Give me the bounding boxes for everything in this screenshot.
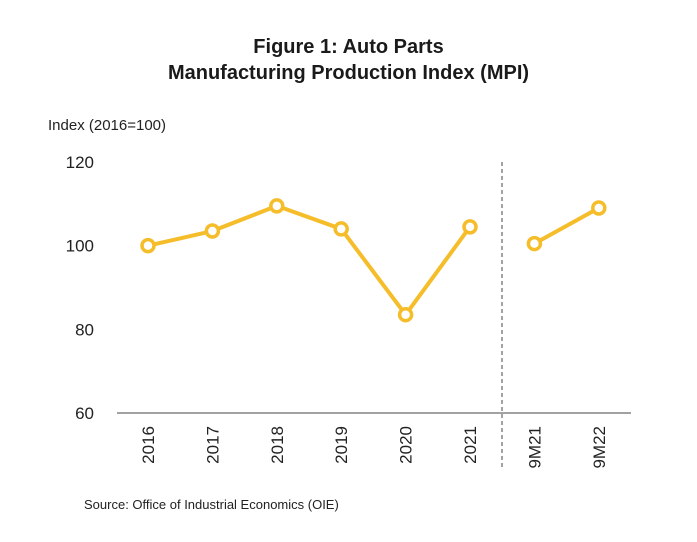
y-axis-label: Index (2016=100)	[48, 117, 166, 134]
data-point-2021	[462, 219, 478, 235]
chart-title-line-1: Figure 1: Auto Parts	[253, 36, 444, 58]
x-tick-label: 2018	[268, 426, 287, 464]
series-line-segment-2	[533, 206, 600, 246]
source-note: Source: Office of Industrial Economics (…	[84, 497, 339, 512]
data-point-9M21	[526, 235, 543, 252]
data-point-2019	[333, 221, 349, 237]
series-line-segment-1	[147, 203, 472, 317]
x-tick-label: 2021	[461, 426, 480, 464]
chart-title-line-2: Manufacturing Production Index (MPI)	[167, 62, 530, 84]
y-tick-label: 120	[66, 153, 94, 172]
x-tick-label: 9M21	[525, 426, 544, 469]
data-point-2016	[140, 237, 156, 254]
x-tick-label: 2019	[332, 426, 351, 464]
data-point-2018	[269, 198, 285, 214]
y-tick-label: 100	[66, 237, 94, 256]
y-tick-label: 60	[75, 404, 94, 423]
data-point-2020	[397, 306, 414, 323]
x-tick-label: 9M22	[590, 426, 609, 469]
x-tick-label: 2016	[139, 426, 158, 464]
data-point-9M22	[591, 200, 607, 216]
data-point-2017	[204, 223, 221, 239]
x-tick-label: 2017	[203, 426, 222, 464]
x-tick-label: 2020	[397, 426, 416, 464]
y-tick-label: 80	[75, 320, 94, 339]
